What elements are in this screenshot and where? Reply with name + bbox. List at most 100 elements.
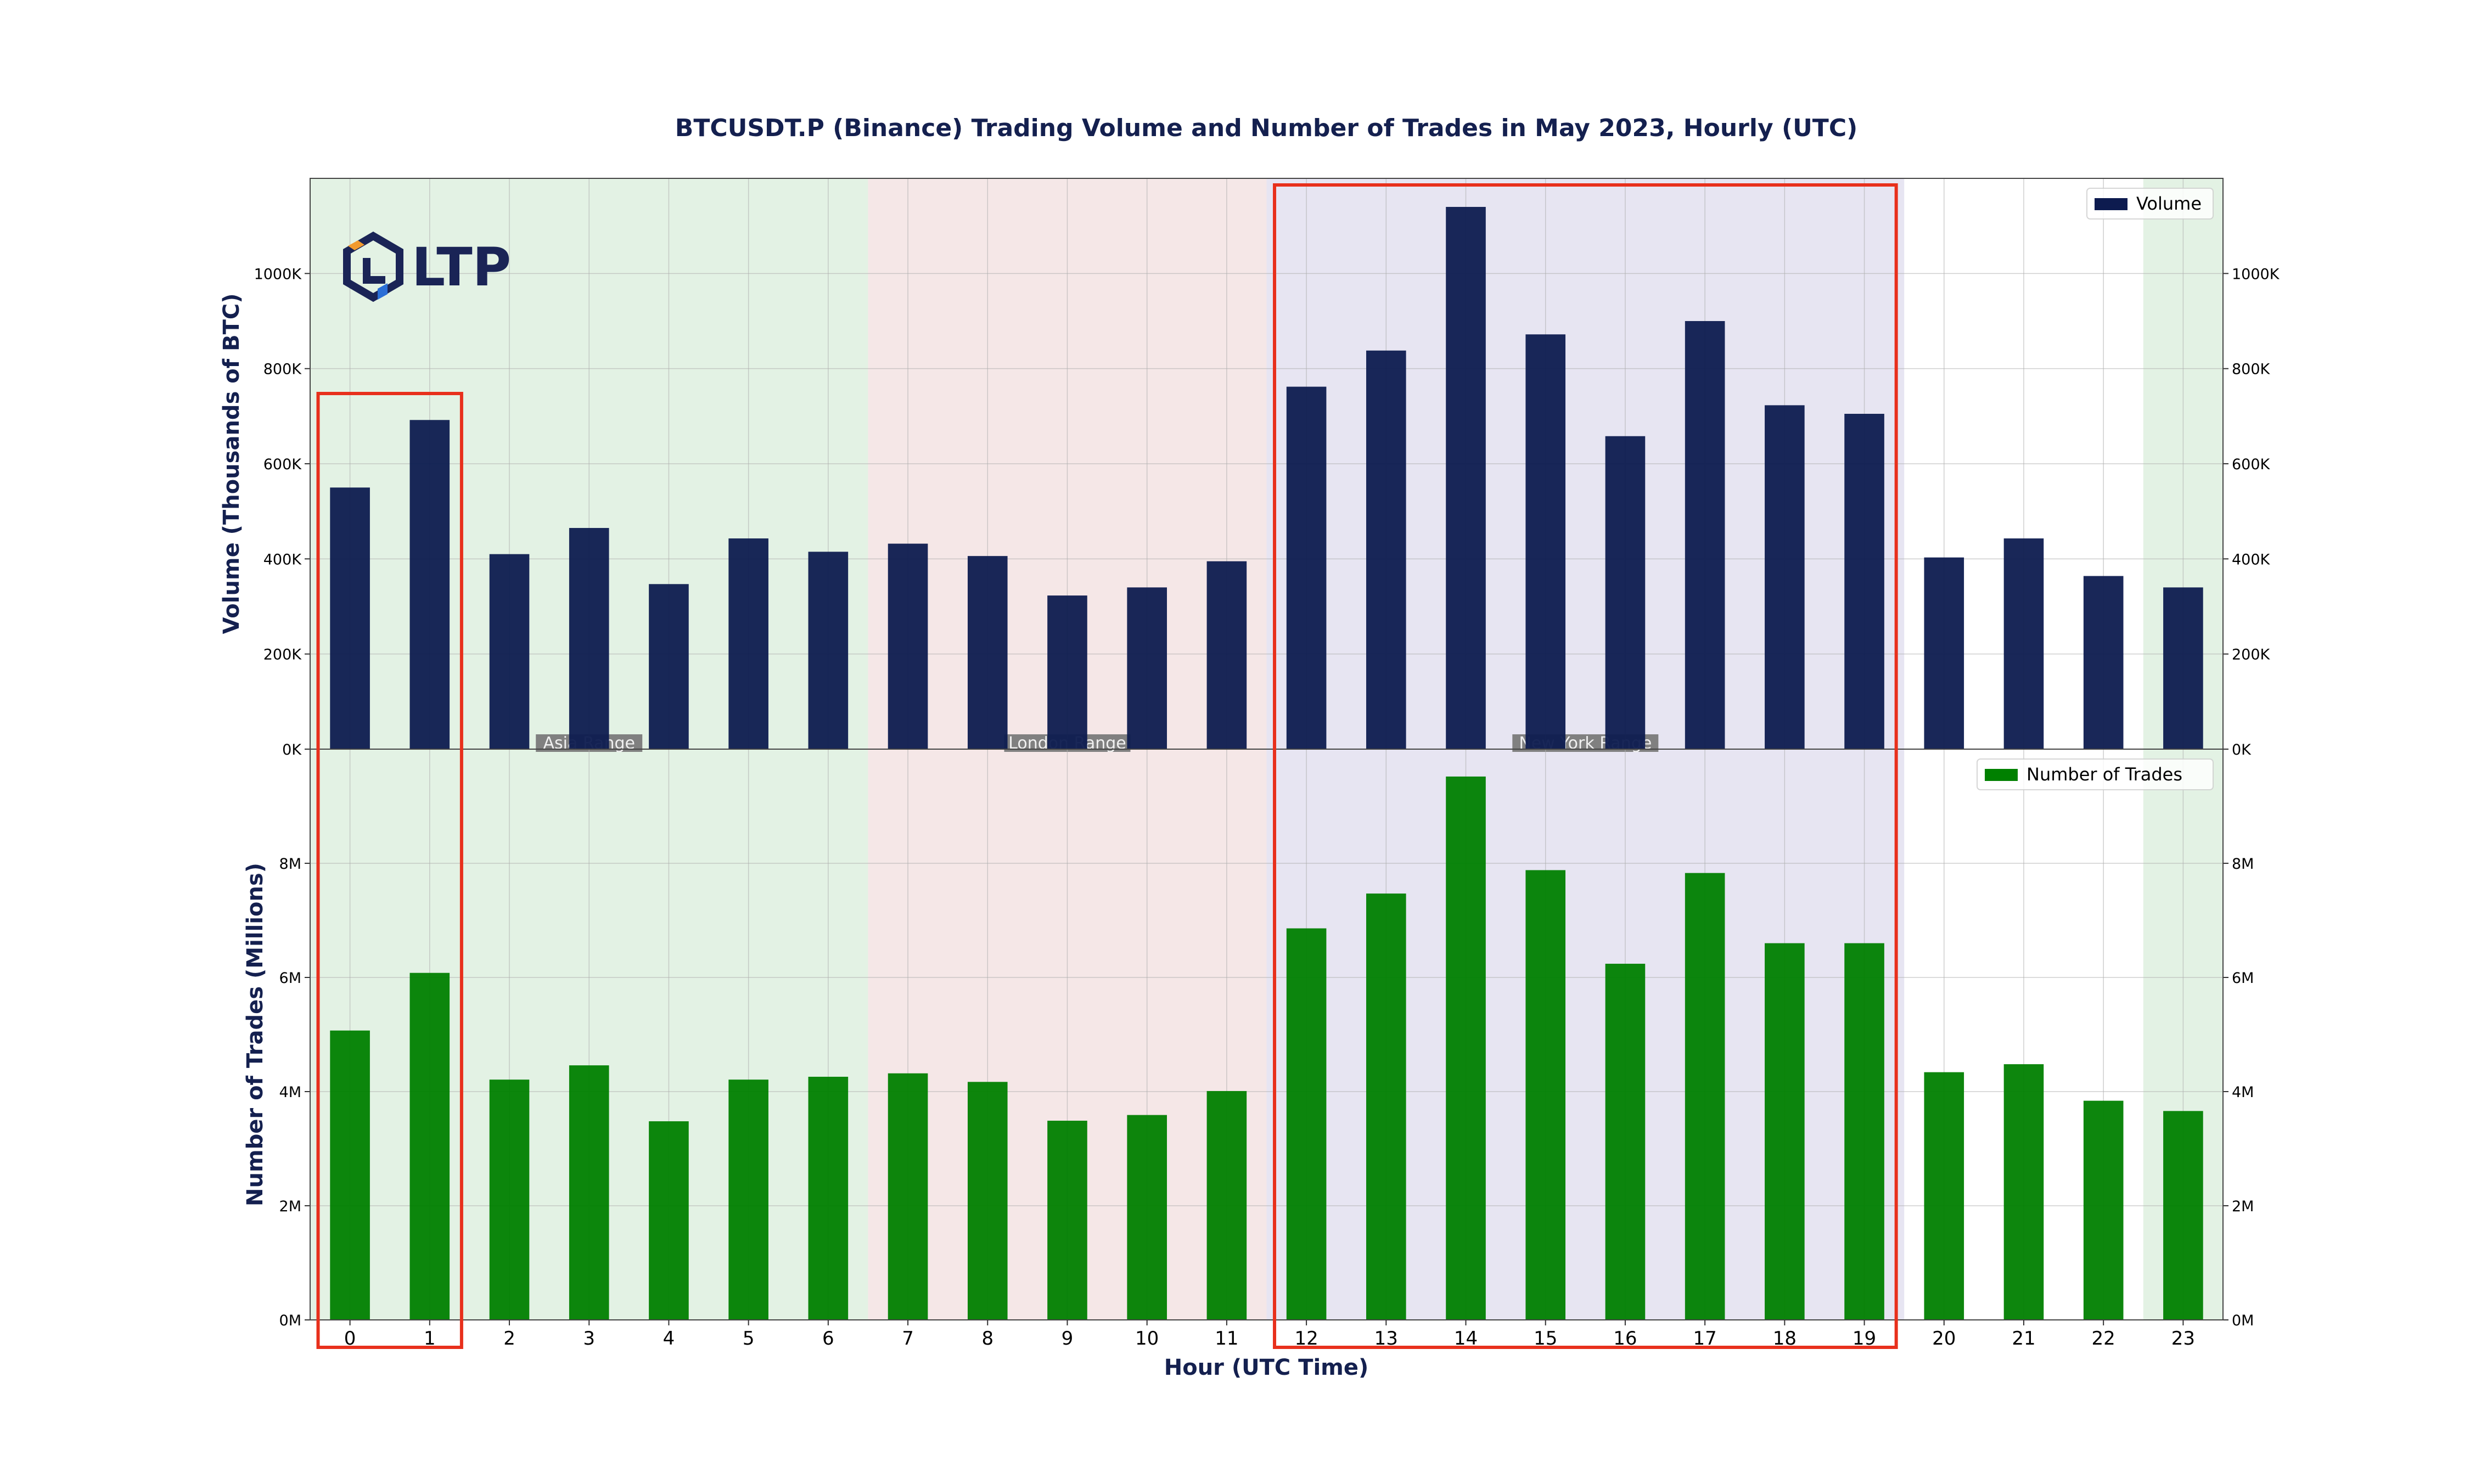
legend-swatch-1 [1985,769,2018,781]
bar-trades-10 [1127,1115,1167,1320]
bar-volume-2 [489,554,530,749]
highlight-box-0 [316,392,463,1349]
x-tick-label-5: 5 [743,1328,755,1350]
logo-l-mark-icon [363,258,385,284]
y-tick-label-right: 0M [2232,1312,2254,1329]
x-tick-label-8: 8 [981,1328,993,1350]
y-tick-label-left: 4M [279,1084,301,1101]
y-tick-label-left: 0M [279,1312,301,1329]
legend-label-1: Number of Trades [2026,764,2182,785]
logo-text: LTP [412,237,511,298]
y-tick-label-left: 1000K [254,266,302,283]
bar-volume-15 [1525,334,1566,749]
bar-volume-4 [649,584,689,749]
bar-volume-5 [728,538,768,749]
x-tick-label-0: 0 [344,1328,356,1350]
bar-trades-11 [1206,1090,1247,1320]
x-tick-label-23: 23 [2171,1328,2195,1350]
y-tick-label-right: 0K [2232,741,2252,758]
bar-trades-2 [489,1080,530,1320]
bar-volume-20 [1924,557,1964,749]
highlight-box-1 [1273,183,1898,1349]
legend-swatch-0 [2095,198,2127,210]
bar-volume-7 [888,543,928,749]
x-tick-label-2: 2 [503,1328,515,1350]
bar-volume-14 [1446,207,1486,749]
bar-volume-13 [1366,350,1406,749]
bar-trades-16 [1605,964,1646,1320]
y-tick-label-right: 1000K [2232,266,2280,283]
bar-volume-9 [1047,595,1087,749]
y-tick-label-right: 200K [2232,647,2271,664]
x-tick-label-3: 3 [583,1328,595,1350]
legend-box-0 [2086,188,2214,220]
bar-trades-5 [728,1080,768,1320]
bar-volume-23 [2163,587,2203,749]
bar-volume-18 [1765,405,1805,749]
bar-trades-18 [1765,943,1805,1320]
x-tick-label-9: 9 [1062,1328,1074,1350]
bar-trades-4 [649,1121,689,1320]
chart-title: BTCUSDT.P (Binance) Trading Volume and N… [675,114,1857,142]
x-tick-label-22: 22 [2092,1328,2115,1350]
y-tick-label-left: 800K [263,361,302,378]
bar-volume-6 [808,552,849,749]
y-tick-label-right: 600K [2232,456,2271,473]
x-tick-label-6: 6 [822,1328,834,1350]
y-tick-label-right: 2M [2232,1198,2254,1215]
bar-volume-3 [569,528,609,749]
y-tick-label-left: 8M [279,856,301,873]
bar-trades-8 [967,1082,1008,1320]
bar-trades-22 [2083,1100,2124,1320]
y-tick-label-right: 8M [2232,856,2254,873]
x-tick-label-7: 7 [902,1328,914,1350]
y-tick-label-left: 400K [263,551,302,568]
x-axis-label: Hour (UTC Time) [1164,1355,1369,1380]
y-axis-label-1: Number of Trades (Millions) [243,863,268,1206]
bar-volume-12 [1286,386,1327,749]
bar-volume-22 [2083,576,2124,749]
bar-trades-15 [1525,870,1566,1320]
y-tick-label-left: 200K [263,647,302,664]
bar-volume-10 [1127,587,1167,749]
bar-trades-17 [1685,873,1725,1320]
logo-orange-cube-icon [348,240,364,250]
x-tick-label-4: 4 [663,1328,675,1350]
y-tick-label-right: 800K [2232,361,2271,378]
y-tick-label-left: 600K [263,456,302,473]
bar-trades-19 [1844,943,1884,1320]
bar-volume-21 [2003,538,2044,749]
logo-hexagon-icon [343,231,403,302]
y-tick-label-right: 6M [2232,970,2254,987]
y-axis-label-0: Volume (Thousands of BTC) [219,293,244,634]
x-tick-label-20: 20 [1932,1328,1956,1350]
bar-volume-17 [1685,321,1725,749]
bar-trades-20 [1924,1072,1964,1320]
ltp-logo: LTP [343,231,511,302]
bar-trades-14 [1446,776,1486,1320]
bar-trades-12 [1286,928,1327,1320]
legend-label-0: Volume [2136,193,2202,214]
bar-volume-0 [330,487,370,749]
y-tick-label-right: 4M [2232,1084,2254,1101]
y-tick-label-left: 2M [279,1198,301,1215]
bar-trades-6 [808,1076,849,1320]
x-tick-label-21: 21 [2012,1328,2035,1350]
bar-volume-1 [409,420,450,749]
y-tick-label-left: 0K [282,741,302,758]
bar-trades-0 [330,1030,370,1320]
x-tick-label-11: 11 [1215,1328,1238,1350]
bar-trades-1 [409,973,450,1320]
panel-frame-1 [310,749,2224,1320]
bar-trades-9 [1047,1121,1087,1320]
bar-volume-19 [1844,414,1884,749]
bar-trades-21 [2003,1064,2044,1320]
bar-volume-16 [1605,436,1646,749]
y-tick-label-right: 400K [2232,551,2271,568]
x-tick-label-1: 1 [424,1328,436,1350]
bar-trades-23 [2163,1111,2203,1320]
bar-trades-7 [888,1073,928,1320]
legend-box-1 [1977,758,2214,790]
